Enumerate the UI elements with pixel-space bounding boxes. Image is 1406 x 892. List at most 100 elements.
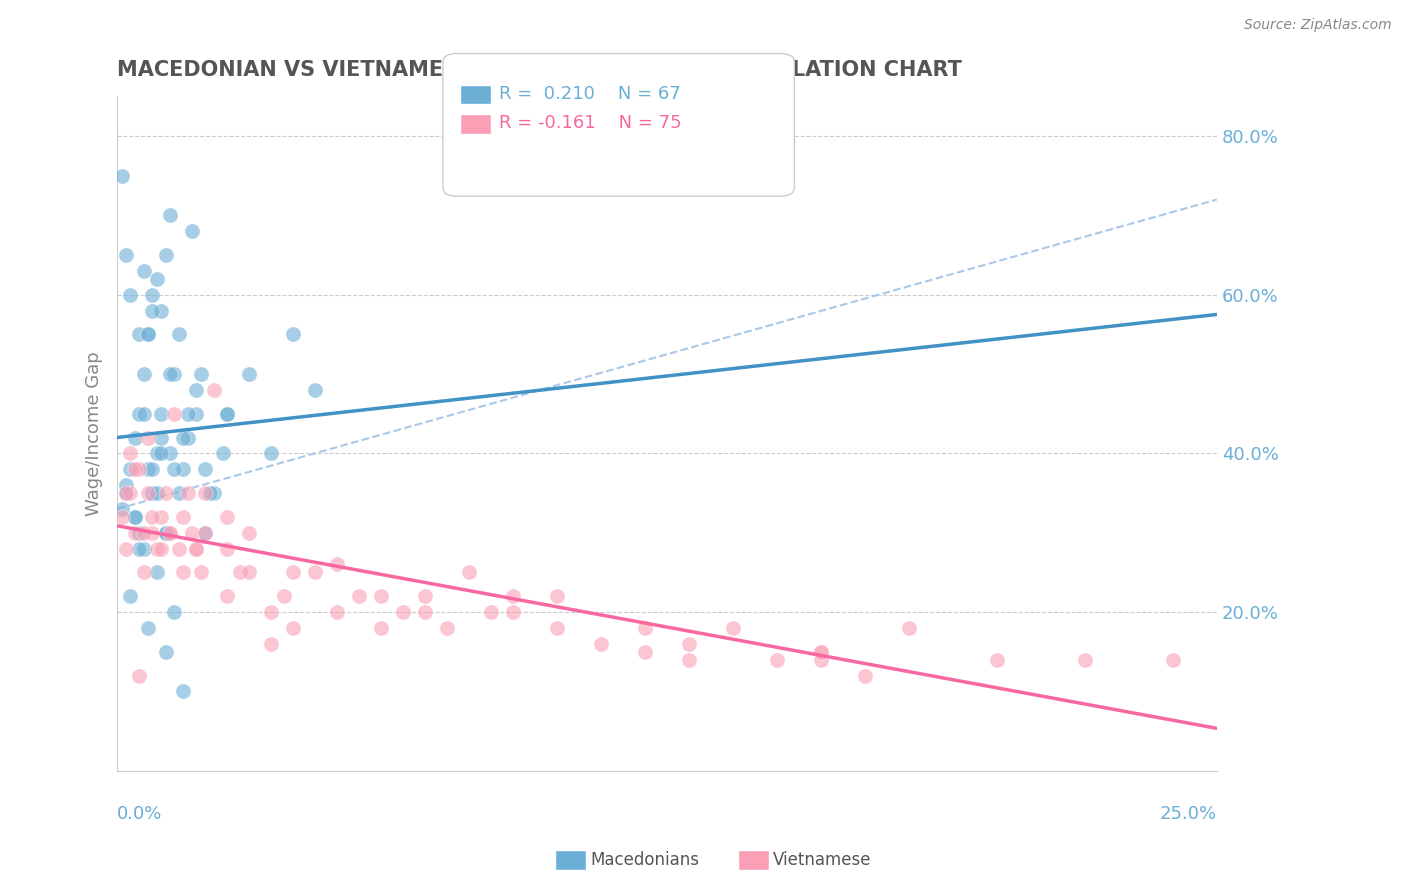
Point xyxy=(986,653,1008,667)
Point xyxy=(172,684,194,698)
Point xyxy=(217,541,239,556)
Point xyxy=(163,407,186,421)
Point xyxy=(115,478,138,492)
Point xyxy=(238,525,260,540)
Point xyxy=(136,621,159,635)
Point xyxy=(502,589,524,603)
Point xyxy=(198,486,221,500)
Point xyxy=(413,605,436,619)
Point xyxy=(124,509,146,524)
Point xyxy=(260,637,283,651)
Point xyxy=(238,566,260,580)
Point xyxy=(150,407,173,421)
Point xyxy=(150,303,173,318)
Point xyxy=(897,621,920,635)
Point xyxy=(115,541,138,556)
Point xyxy=(124,431,146,445)
Point xyxy=(128,541,150,556)
Point xyxy=(260,605,283,619)
Point xyxy=(589,637,612,651)
Point xyxy=(132,367,155,381)
Point xyxy=(1074,653,1097,667)
Point xyxy=(721,621,744,635)
Point xyxy=(128,407,150,421)
Point xyxy=(194,525,217,540)
Point xyxy=(190,367,212,381)
Point xyxy=(150,509,173,524)
Point xyxy=(186,383,208,397)
Point xyxy=(202,383,225,397)
Point xyxy=(853,668,876,682)
Point xyxy=(229,566,252,580)
Point xyxy=(146,486,169,500)
Point xyxy=(115,486,138,500)
Point xyxy=(347,589,370,603)
Point xyxy=(159,209,181,223)
Point xyxy=(194,462,217,476)
Point xyxy=(436,621,458,635)
Point xyxy=(115,486,138,500)
Point xyxy=(194,525,217,540)
Point xyxy=(186,407,208,421)
Point xyxy=(128,327,150,342)
Point xyxy=(766,653,789,667)
Point xyxy=(392,605,415,619)
Point xyxy=(326,558,349,572)
Point xyxy=(136,462,159,476)
Point xyxy=(1161,653,1184,667)
Point xyxy=(110,509,132,524)
Point xyxy=(810,645,832,659)
Text: R =  0.210    N = 67: R = 0.210 N = 67 xyxy=(499,85,681,103)
Point xyxy=(194,486,217,500)
Point xyxy=(141,462,163,476)
Point xyxy=(202,486,225,500)
Point xyxy=(146,541,169,556)
Point xyxy=(163,605,186,619)
Point xyxy=(172,566,194,580)
Point xyxy=(163,367,186,381)
Point xyxy=(150,446,173,460)
Point xyxy=(155,645,177,659)
Point xyxy=(155,525,177,540)
Text: 25.0%: 25.0% xyxy=(1160,805,1216,823)
Point xyxy=(120,589,142,603)
Point xyxy=(546,589,568,603)
Point xyxy=(304,383,326,397)
Point xyxy=(150,541,173,556)
Point xyxy=(502,605,524,619)
Text: 0.0%: 0.0% xyxy=(117,805,163,823)
Point xyxy=(273,589,295,603)
Point xyxy=(546,621,568,635)
Point xyxy=(167,486,190,500)
Point xyxy=(217,589,239,603)
Point xyxy=(146,446,169,460)
Point xyxy=(281,327,304,342)
Text: Vietnamese: Vietnamese xyxy=(773,851,872,869)
Point xyxy=(110,502,132,516)
Point xyxy=(810,653,832,667)
Point xyxy=(141,486,163,500)
Point xyxy=(141,287,163,301)
Point xyxy=(260,446,283,460)
Point xyxy=(124,462,146,476)
Text: R = -0.161    N = 75: R = -0.161 N = 75 xyxy=(499,114,682,132)
Text: Macedonians: Macedonians xyxy=(591,851,700,869)
Point xyxy=(159,367,181,381)
Point xyxy=(163,462,186,476)
Point xyxy=(155,486,177,500)
Point xyxy=(146,272,169,286)
Point xyxy=(370,589,392,603)
Point xyxy=(159,525,181,540)
Point xyxy=(132,407,155,421)
Point xyxy=(634,645,657,659)
Point xyxy=(176,407,198,421)
Point xyxy=(211,446,233,460)
Point xyxy=(190,566,212,580)
Point xyxy=(124,509,146,524)
Point xyxy=(172,509,194,524)
Point xyxy=(128,462,150,476)
Point xyxy=(413,589,436,603)
Point xyxy=(124,525,146,540)
Point xyxy=(128,668,150,682)
Point xyxy=(678,653,700,667)
